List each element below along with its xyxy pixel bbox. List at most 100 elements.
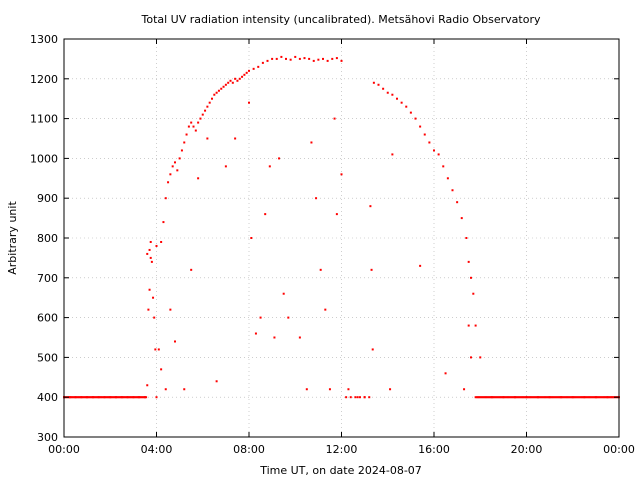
baseline-point <box>134 396 137 399</box>
baseline-point <box>94 396 97 399</box>
data-point <box>479 356 482 359</box>
data-point <box>428 141 431 144</box>
baseline-point <box>518 396 521 399</box>
y-axis-label: Arbitrary unit <box>6 201 19 275</box>
baseline-point <box>475 396 478 399</box>
baseline-point <box>500 396 503 399</box>
baseline-point <box>130 396 133 399</box>
data-point <box>190 268 193 271</box>
y-axis-ticks: 300 400 500 600 700 800 900 1000 1100 1200 1300 <box>30 33 619 444</box>
data-point <box>317 58 320 61</box>
data-point <box>154 348 157 351</box>
data-point <box>204 109 207 112</box>
data-point <box>315 197 318 200</box>
baseline-point <box>80 396 83 399</box>
baseline-point <box>106 396 109 399</box>
baseline-point <box>562 396 565 399</box>
baseline-point <box>489 396 492 399</box>
data-point <box>264 213 267 216</box>
baseline-point <box>528 396 531 399</box>
baseline-point <box>104 396 107 399</box>
baseline-point <box>133 396 136 399</box>
baseline-point <box>561 396 564 399</box>
baseline-point <box>140 396 143 399</box>
data-point <box>294 55 297 58</box>
data-point <box>167 181 170 184</box>
baseline-point <box>519 396 522 399</box>
data-point <box>472 292 475 295</box>
baseline-point <box>93 396 96 399</box>
baseline-point <box>480 396 483 399</box>
data-point <box>437 153 440 156</box>
baseline-point <box>608 396 611 399</box>
baseline-point <box>486 396 489 399</box>
baseline-point <box>131 396 134 399</box>
x-tick-label: 00:00 <box>603 443 635 456</box>
baseline-point <box>496 396 499 399</box>
data-point <box>180 149 183 152</box>
baseline-point <box>490 396 493 399</box>
data-point <box>347 388 350 391</box>
data-point <box>268 165 271 168</box>
baseline-point <box>585 396 588 399</box>
baseline-point <box>127 396 130 399</box>
data-point <box>368 396 371 399</box>
data-point <box>150 260 153 263</box>
baseline-point <box>91 396 94 399</box>
data-point <box>326 59 329 62</box>
data-point <box>289 58 292 61</box>
data-point <box>298 57 301 60</box>
baseline-point <box>103 396 106 399</box>
baseline-point <box>570 396 573 399</box>
y-tick-label: 1300 <box>30 33 58 46</box>
baseline-point <box>113 396 116 399</box>
data-point <box>310 141 313 144</box>
baseline-point <box>479 396 482 399</box>
baseline-point <box>72 396 75 399</box>
baseline-point <box>524 396 527 399</box>
baseline-point <box>79 396 82 399</box>
data-point <box>157 348 160 351</box>
x-tick-label: 16:00 <box>418 443 450 456</box>
data-point <box>287 316 290 319</box>
y-tick-label: 700 <box>37 272 58 285</box>
data-point <box>160 240 163 243</box>
data-point <box>190 121 193 124</box>
baseline-point <box>98 396 101 399</box>
baseline-point <box>503 396 506 399</box>
baseline-point <box>589 396 592 399</box>
data-point <box>259 316 262 319</box>
x-axis-ticks: 00:00 04:00 08:00 12:00 16:00 20:00 00:00 <box>48 39 635 456</box>
data-point <box>442 165 445 168</box>
baseline-point <box>128 396 131 399</box>
baseline-point <box>78 396 81 399</box>
baseline-point <box>111 396 114 399</box>
data-point <box>372 81 375 84</box>
baseline-point <box>504 396 507 399</box>
baseline-point <box>604 396 607 399</box>
baseline-point <box>546 396 549 399</box>
data-point <box>243 73 246 76</box>
baseline-point <box>578 396 581 399</box>
data-point <box>197 177 200 180</box>
data-point <box>465 237 468 239</box>
baseline-point <box>505 396 508 399</box>
baseline-point <box>112 396 115 399</box>
baseline-point <box>120 396 123 399</box>
baseline-point <box>596 396 599 399</box>
baseline-point <box>116 396 119 399</box>
data-point <box>419 125 422 128</box>
data-point <box>248 69 250 72</box>
baseline-point <box>87 396 90 399</box>
data-point <box>331 57 334 60</box>
data-point <box>174 340 176 343</box>
baseline-point <box>73 396 76 399</box>
data-point <box>252 67 255 70</box>
baseline-point <box>517 396 520 399</box>
data-point <box>423 133 426 136</box>
baseline-point <box>549 396 552 399</box>
data-point <box>280 55 283 58</box>
data-point <box>324 308 327 311</box>
data-point <box>396 97 398 100</box>
